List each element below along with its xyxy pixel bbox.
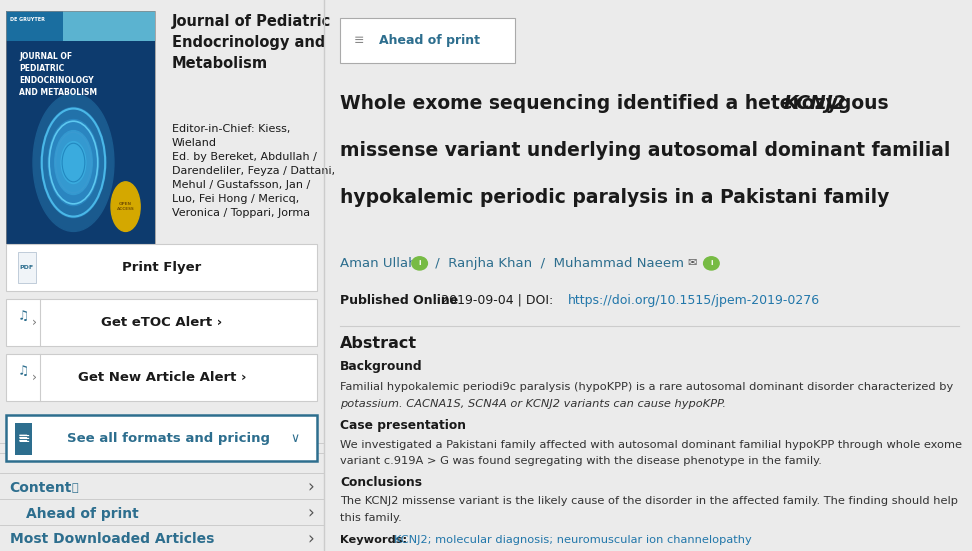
Text: ♫: ♫: [17, 365, 29, 379]
Text: www.degruyter.com: www.degruyter.com: [108, 252, 149, 256]
Text: ›: ›: [31, 316, 37, 329]
Text: Aman Ullah: Aman Ullah: [340, 257, 417, 270]
FancyBboxPatch shape: [7, 244, 317, 291]
Text: ›: ›: [307, 530, 314, 548]
Circle shape: [61, 142, 86, 183]
Text: JOURNAL OF
PEDIATRIC
ENDOCRINOLOGY
AND METABOLISM: JOURNAL OF PEDIATRIC ENDOCRINOLOGY AND M…: [19, 52, 97, 97]
Text: this family.: this family.: [340, 513, 401, 523]
FancyBboxPatch shape: [7, 414, 317, 462]
Circle shape: [54, 131, 92, 195]
Text: DE GRUYTER: DE GRUYTER: [10, 17, 45, 22]
FancyBboxPatch shape: [7, 11, 63, 41]
Text: Published Online: Published Online: [340, 294, 458, 307]
Text: Case presentation: Case presentation: [340, 419, 466, 432]
FancyBboxPatch shape: [17, 252, 36, 283]
Text: ≡: ≡: [354, 34, 364, 47]
Text: Editor-in-Chief: Kiess,
Wieland
Ed. by Bereket, Abdullah /
Darendeliler, Feyza /: Editor-in-Chief: Kiess, Wieland Ed. by B…: [171, 124, 334, 218]
Text: variant c.919A > G was found segregating with the disease phenotype in the famil: variant c.919A > G was found segregating…: [340, 456, 821, 466]
Text: : 2019-09-04 | DOI:: : 2019-09-04 | DOI:: [433, 294, 557, 307]
Text: i: i: [711, 261, 712, 266]
Text: ∨: ∨: [290, 431, 299, 445]
Circle shape: [41, 107, 106, 218]
Circle shape: [49, 120, 99, 206]
Text: /  Ranjha Khan  /  Muhammad Naeem: / Ranjha Khan / Muhammad Naeem: [431, 257, 683, 270]
Text: The KCNJ2 missense variant is the likely cause of the disorder in the affected f: The KCNJ2 missense variant is the likely…: [340, 496, 957, 506]
Text: ≡: ≡: [17, 430, 30, 446]
Text: We investigated a Pakistani family affected with autosomal dominant familial hyp: We investigated a Pakistani family affec…: [340, 440, 962, 450]
FancyBboxPatch shape: [7, 354, 317, 401]
Text: See all formats and pricing: See all formats and pricing: [67, 431, 270, 445]
Text: Whole exome sequencing identified a heterozygous: Whole exome sequencing identified a hete…: [340, 94, 895, 113]
Text: missense variant underlying autosomal dominant familial: missense variant underlying autosomal do…: [340, 141, 951, 160]
Text: PDF: PDF: [19, 264, 34, 270]
Text: ›: ›: [307, 449, 314, 466]
Text: ›: ›: [307, 505, 314, 522]
Text: potassium. CACNA1S, SCN4A or KCNJ2 variants can cause hypoKPP.: potassium. CACNA1S, SCN4A or KCNJ2 varia…: [340, 399, 726, 409]
Text: ›: ›: [307, 479, 314, 496]
Text: KCNJ2: KCNJ2: [784, 94, 847, 113]
Text: EDITION 00/0000
Volume 00, Issue 0: EDITION 00/0000 Volume 00, Issue 0: [13, 247, 52, 256]
Text: ♫: ♫: [17, 310, 29, 323]
Text: 📖: 📖: [71, 483, 78, 493]
Text: OPEN
ACCESS: OPEN ACCESS: [117, 202, 134, 211]
Text: Get New Article Alert ›: Get New Article Alert ›: [78, 371, 246, 384]
Text: Ahead of print: Ahead of print: [26, 506, 139, 521]
Text: Journal of Pediatric
Endocrinology and
Metabolism: Journal of Pediatric Endocrinology and M…: [171, 14, 330, 71]
Text: https://doi.org/10.1515/jpem-2019-0276: https://doi.org/10.1515/jpem-2019-0276: [568, 294, 819, 307]
FancyBboxPatch shape: [15, 423, 32, 455]
Text: KCNJ2; molecular diagnosis; neuromuscular ion channelopathy: KCNJ2; molecular diagnosis; neuromuscula…: [394, 535, 751, 545]
Text: Content: Content: [10, 480, 72, 495]
Text: Background: Background: [340, 360, 423, 373]
FancyBboxPatch shape: [7, 11, 156, 262]
Text: ✉: ✉: [687, 258, 697, 268]
Text: Print Flyer: Print Flyer: [122, 261, 201, 274]
Text: hypokalemic periodic paralysis in a Pakistani family: hypokalemic periodic paralysis in a Paki…: [340, 188, 889, 207]
FancyBboxPatch shape: [7, 11, 156, 41]
Circle shape: [111, 182, 140, 231]
Text: Get eTOC Alert ›: Get eTOC Alert ›: [101, 316, 223, 329]
Text: Abstract: Abstract: [340, 336, 417, 352]
Text: Conclusions: Conclusions: [340, 476, 422, 489]
Text: Overview: Overview: [10, 450, 83, 464]
Text: ›: ›: [31, 371, 37, 384]
Text: Most Downloaded Articles: Most Downloaded Articles: [10, 532, 214, 546]
Circle shape: [412, 257, 428, 270]
FancyBboxPatch shape: [340, 18, 515, 63]
Text: Familial hypokalemic periodi9c paralysis (hypoKPP) is a rare autosomal dominant : Familial hypokalemic periodi9c paralysis…: [340, 382, 954, 392]
Text: Keywords:: Keywords:: [340, 535, 411, 545]
FancyBboxPatch shape: [7, 299, 317, 346]
Text: ≡: ≡: [18, 431, 28, 445]
Circle shape: [704, 257, 719, 270]
Circle shape: [33, 94, 114, 231]
Text: Ahead of print: Ahead of print: [379, 34, 480, 47]
Text: i: i: [418, 261, 421, 266]
